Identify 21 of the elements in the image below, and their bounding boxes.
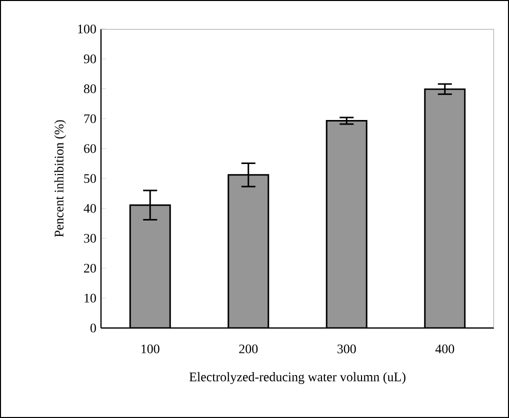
- y-tick-label: 0: [90, 324, 96, 332]
- y-tick-label: 10: [84, 294, 96, 302]
- bar: [129, 204, 171, 328]
- bar: [326, 120, 368, 328]
- y-tick-label: 90: [84, 54, 96, 64]
- y-tick-label: 70: [84, 114, 96, 124]
- x-axis-title: Electrolyzed-reducing water volumn (uL): [189, 372, 406, 384]
- x-tick-label: 200: [239, 344, 258, 354]
- y-tick-label: 80: [84, 84, 96, 94]
- y-tick-label: 20: [84, 264, 96, 273]
- x-tick-label: 100: [142, 344, 160, 354]
- y-tick-label: 50: [84, 174, 96, 183]
- bar: [228, 174, 270, 328]
- y-tick-label: 30: [84, 234, 96, 243]
- y-tick-label: 40: [84, 204, 96, 213]
- y-axis-title: Pencent inhibition (%): [54, 120, 66, 237]
- x-tick-label: 300: [338, 344, 356, 354]
- y-tick-label: 100: [78, 24, 96, 34]
- x-tick-label: 400: [435, 344, 454, 354]
- y-tick-label: 60: [84, 144, 96, 153]
- bar: [424, 88, 466, 328]
